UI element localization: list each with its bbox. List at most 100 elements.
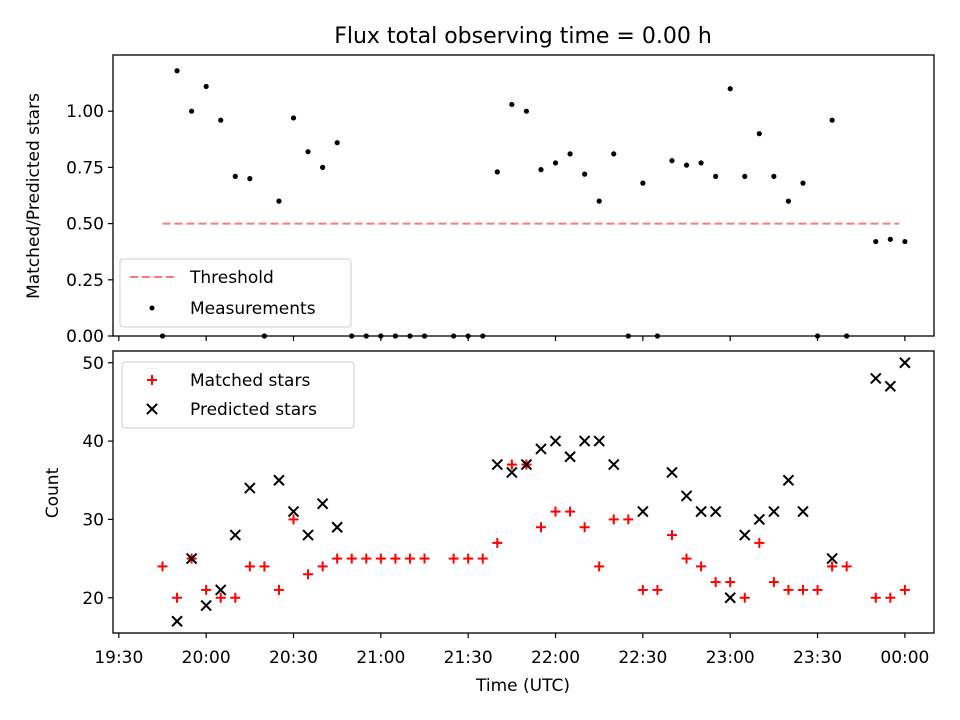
measurement-point <box>727 86 733 92</box>
measurement-point <box>800 180 806 186</box>
measurement-point <box>174 68 180 74</box>
bottom-y-axis-label: Count <box>43 467 63 518</box>
matched-star-point <box>215 592 226 603</box>
matched-star-point <box>696 561 707 572</box>
predicted-star-point <box>753 513 766 526</box>
top-y-axis: 0.00 0.25 0.50 0.75 1.00 <box>66 102 906 347</box>
x-tick-label: 21:00 <box>356 648 405 668</box>
predicted-star-point <box>564 451 576 463</box>
matched-star-point <box>332 553 343 564</box>
measurement-point <box>218 117 224 123</box>
matched-star-point <box>317 561 328 572</box>
matched-star-point <box>725 577 736 588</box>
matched-star-point <box>346 553 357 564</box>
matched-star-point <box>172 592 183 603</box>
matched-star-point <box>244 561 255 572</box>
predicted-star-point <box>215 584 227 596</box>
measurement-point <box>785 198 792 204</box>
matched-star-point <box>666 530 677 541</box>
legend-predicted-swatch <box>146 403 158 415</box>
measurement-point <box>305 149 311 155</box>
measurement-point <box>683 162 690 168</box>
predicted-star-point <box>870 372 882 385</box>
x-axis-label: Time (UTC) <box>475 676 570 696</box>
x-tick-label: 20:00 <box>182 648 231 668</box>
measurement-point <box>334 140 340 146</box>
measurement-point <box>771 173 777 179</box>
legend-measurements-swatch <box>149 305 155 311</box>
measurement-point <box>902 238 908 245</box>
measurement-point <box>582 171 588 177</box>
measurement-point <box>276 198 282 204</box>
predicted-star-point <box>506 466 518 479</box>
bottom-axes-frame <box>112 350 935 634</box>
bottom-y-tick-label: 30 <box>82 510 104 530</box>
matched-star-point <box>375 553 386 564</box>
predicted-star-point <box>593 435 605 447</box>
predicted-star-point <box>185 552 198 565</box>
measurement-point <box>742 173 748 179</box>
top-legend: Threshold Measurements <box>119 258 352 328</box>
predicted-star-point <box>709 505 722 518</box>
measurement-point <box>552 160 559 166</box>
matched-star-point <box>899 584 910 595</box>
x-tick-label: 23:00 <box>706 648 755 668</box>
predicted-star-point <box>491 458 504 471</box>
measurement-point <box>756 131 762 137</box>
chart-title: Flux total observing time = 0.00 h <box>334 24 712 49</box>
bottom-y-tick-label: 40 <box>82 432 104 452</box>
matched-star-point <box>273 584 284 595</box>
matched-star-point <box>157 561 168 572</box>
predicted-star-point <box>608 458 620 471</box>
matched-star-point <box>754 537 765 548</box>
x-tick-label: 23:30 <box>793 648 842 668</box>
matched-star-point <box>637 584 648 595</box>
legend-predicted-label: Predicted stars <box>190 400 317 420</box>
top-legend-box <box>119 258 352 328</box>
predicted-star-point <box>680 490 693 502</box>
legend-matched-label: Matched stars <box>190 371 310 391</box>
predicted-star-point <box>578 435 591 447</box>
x-tick-label: 19:30 <box>94 648 143 668</box>
measurement-point <box>887 236 893 242</box>
legend-matched-swatch <box>147 375 157 385</box>
predicted-star-point <box>520 458 533 471</box>
matched-star-point <box>710 577 721 588</box>
matched-star-point <box>812 584 823 595</box>
measurement-point <box>640 180 646 186</box>
top-panel: 0.00 0.25 0.50 0.75 1.00 Matched/Predicted s… <box>24 54 935 347</box>
measurement-point <box>698 160 704 166</box>
bottom-axes: 20 30 40 50 19:30 20:00 20:30 21:00 21:30 22:00 22… <box>82 354 929 668</box>
x-tick-label: 21:30 <box>444 648 493 668</box>
measurement-point <box>669 158 675 164</box>
top-y-tick-label: 1.00 <box>66 102 104 122</box>
predicted-star-point <box>287 505 300 518</box>
top-y-tick-label: 0.00 <box>66 327 104 347</box>
matched-star-point <box>565 506 576 517</box>
predicted-star-point <box>229 529 241 541</box>
measurement-point <box>290 115 297 121</box>
matched-star-point <box>652 584 663 595</box>
measurement-point <box>232 173 238 179</box>
measurement-point <box>873 238 879 245</box>
predicted-star-point <box>884 380 897 392</box>
matched-star-point <box>739 592 750 603</box>
bottom-y-tick-label: 50 <box>82 354 104 374</box>
matched-star-point <box>681 553 692 564</box>
predicted-star-point <box>768 505 780 518</box>
bottom-legend-box <box>121 361 355 429</box>
measurement-point <box>523 108 530 114</box>
bottom-legend: Matched stars Predicted stars <box>121 361 355 429</box>
matched-star-point <box>201 584 212 595</box>
top-axes-frame <box>112 54 935 337</box>
predicted-star-point <box>200 599 212 612</box>
predicted-star-point <box>273 474 285 486</box>
legend-measurements-label: Measurements <box>190 299 316 319</box>
bottom-y-tick-label: 20 <box>82 589 104 609</box>
x-tick-label: 00:00 <box>880 648 929 668</box>
matched-star-point <box>608 514 619 525</box>
predicted-star-point <box>782 474 795 486</box>
predicted-star-point <box>826 552 838 565</box>
